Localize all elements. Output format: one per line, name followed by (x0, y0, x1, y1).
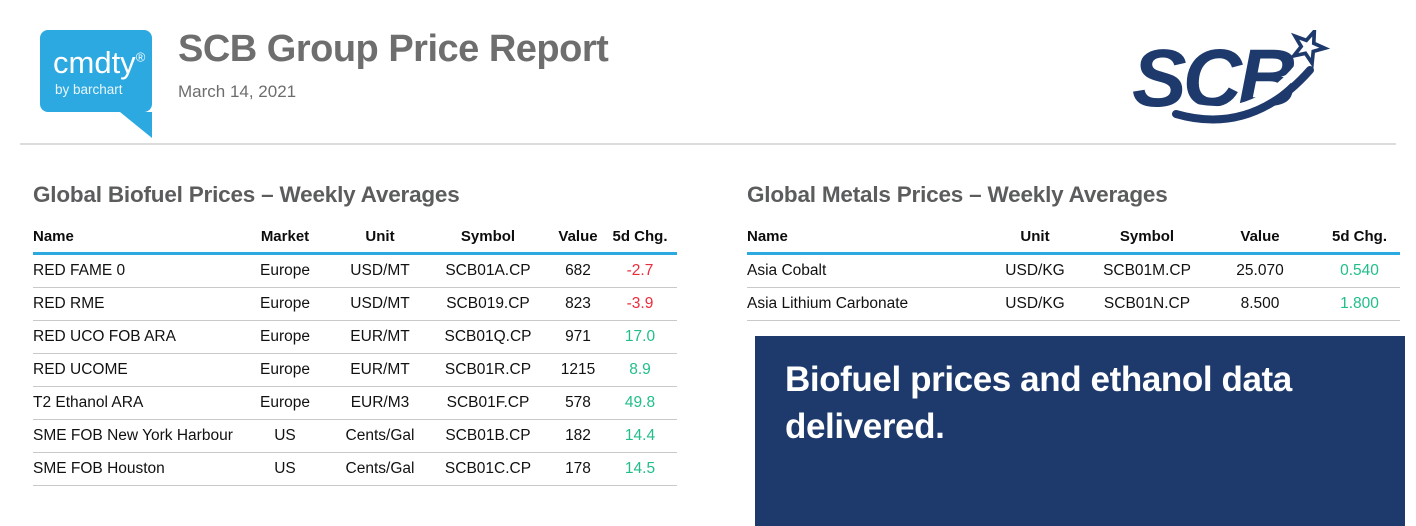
cell-unit: USD/MT (337, 287, 423, 321)
column-header: Value (553, 223, 603, 255)
cell-unit: USD/KG (977, 253, 1093, 288)
cell-unit: Cents/Gal (337, 452, 423, 486)
column-header: Market (233, 223, 337, 255)
cell-value: 823 (553, 287, 603, 321)
cell-unit: USD/KG (977, 287, 1093, 321)
report-header: SCB Group Price Report March 14, 2021 (178, 28, 609, 102)
promo-banner-text: Biofuel prices and ethanol data delivere… (785, 360, 1292, 446)
metals-table: Name Unit Symbol Value 5d Chg. Asia Cobalt US… (747, 223, 1400, 321)
cell-chg: 49.8 (603, 386, 677, 420)
cell-market: US (233, 452, 337, 486)
cell-unit: EUR/MT (337, 353, 423, 387)
column-header: Unit (977, 223, 1093, 255)
cell-value: 682 (553, 253, 603, 288)
cell-symbol: SCB01A.CP (423, 253, 553, 288)
cell-unit: Cents/Gal (337, 419, 423, 453)
cell-name: SME FOB Houston (33, 452, 233, 486)
cell-chg: 14.4 (603, 419, 677, 453)
cell-value: 178 (553, 452, 603, 486)
report-date: March 14, 2021 (178, 82, 297, 101)
cell-unit: EUR/M3 (337, 386, 423, 420)
cell-symbol: SCB01F.CP (423, 386, 553, 420)
cell-unit: USD/MT (337, 253, 423, 288)
cmdty-logo-tagline: by barchart (55, 82, 123, 97)
biofuel-section: Global Biofuel Prices – Weekly Averages … (33, 182, 677, 486)
cell-chg: -2.7 (603, 253, 677, 288)
metals-section: Global Metals Prices – Weekly Averages N… (747, 182, 1405, 526)
cell-market: Europe (233, 287, 337, 321)
header-divider (20, 143, 1396, 145)
cell-name: RED RME (33, 287, 233, 321)
cell-symbol: SCB01Q.CP (423, 320, 553, 354)
table-row: RED UCOME Europe EUR/MT SCB01R.CP 1215 8.9 (33, 353, 677, 387)
cell-chg: 14.5 (603, 452, 677, 486)
cell-symbol: SCB01N.CP (1093, 287, 1201, 321)
column-header: Name (33, 223, 233, 255)
column-header: Unit (337, 223, 423, 255)
cell-chg: 1.800 (1319, 287, 1400, 321)
cell-chg: -3.9 (603, 287, 677, 321)
table-header-row: Name Market Unit Symbol Value 5d Chg. (33, 223, 677, 255)
column-header: Name (747, 223, 977, 255)
cell-symbol: SCB019.CP (423, 287, 553, 321)
cell-chg: 8.9 (603, 353, 677, 387)
cell-market: Europe (233, 386, 337, 420)
column-header: 5d Chg. (603, 223, 677, 255)
cell-market: Europe (233, 253, 337, 288)
column-header: Symbol (423, 223, 553, 255)
table-row: Asia Cobalt USD/KG SCB01M.CP 25.070 0.540 (747, 253, 1400, 288)
cmdty-logo-wordmark: cmdty® (40, 30, 152, 81)
biofuel-section-title: Global Biofuel Prices – Weekly Averages (33, 182, 460, 207)
cell-market: Europe (233, 320, 337, 354)
scb-logo-swoosh-gap (1178, 63, 1304, 116)
cmdty-logo: cmdty® by barchart (40, 30, 152, 138)
table-header-row: Name Unit Symbol Value 5d Chg. (747, 223, 1400, 255)
cell-name: RED UCO FOB ARA (33, 320, 233, 354)
table-row: RED FAME 0 Europe USD/MT SCB01A.CP 682 -2.7 (33, 253, 677, 288)
cell-name: Asia Cobalt (747, 253, 977, 288)
page: cmdty® by barchart SCB Group Price Repor… (20, 28, 1405, 526)
scb-logo-star-icon (1289, 30, 1331, 69)
cell-name: Asia Lithium Carbonate (747, 287, 977, 321)
cell-market: US (233, 419, 337, 453)
cell-name: RED FAME 0 (33, 253, 233, 288)
promo-banner[interactable]: Biofuel prices and ethanol data delivere… (755, 336, 1405, 526)
cell-value: 182 (553, 419, 603, 453)
column-header: Symbol (1093, 223, 1201, 255)
cell-symbol: SCB01B.CP (423, 419, 553, 453)
cell-value: 1215 (553, 353, 603, 387)
cell-value: 25.070 (1201, 253, 1319, 288)
cell-symbol: SCB01C.CP (423, 452, 553, 486)
cell-chg: 17.0 (603, 320, 677, 354)
scb-logo-swoosh (1172, 66, 1314, 124)
cell-name: RED UCOME (33, 353, 233, 387)
cell-value: 971 (553, 320, 603, 354)
cell-chg: 0.540 (1319, 253, 1400, 288)
table-row: SME FOB New York Harbour US Cents/Gal SCB01… (33, 419, 677, 453)
table-row: T2 Ethanol ARA Europe EUR/M3 SCB01F.CP 578 49… (33, 386, 677, 420)
report-title: SCB Group Price Report (178, 28, 609, 70)
table-row: RED RME Europe USD/MT SCB019.CP 823 -3.9 (33, 287, 677, 321)
column-header: 5d Chg. (1319, 223, 1400, 255)
table-row: RED UCO FOB ARA Europe EUR/MT SCB01Q.CP 971 1… (33, 320, 677, 354)
cell-value: 8.500 (1201, 287, 1319, 321)
cell-name: SME FOB New York Harbour (33, 419, 233, 453)
column-header: Value (1201, 223, 1319, 255)
scb-logo: SCB (1132, 30, 1331, 124)
table-row: Asia Lithium Carbonate USD/KG SCB01N.CP 8.5… (747, 287, 1400, 321)
cell-symbol: SCB01R.CP (423, 353, 553, 387)
registered-mark: ® (135, 49, 146, 65)
cmdty-logo-text: cmdty (53, 45, 136, 80)
metals-section-title: Global Metals Prices – Weekly Averages (747, 182, 1168, 207)
cell-name: T2 Ethanol ARA (33, 386, 233, 420)
cell-symbol: SCB01M.CP (1093, 253, 1201, 288)
cell-unit: EUR/MT (337, 320, 423, 354)
biofuel-table: Name Market Unit Symbol Value 5d Chg. RED FAM… (33, 223, 677, 486)
cell-market: Europe (233, 353, 337, 387)
cell-value: 578 (553, 386, 603, 420)
table-row: SME FOB Houston US Cents/Gal SCB01C.CP 178 14… (33, 452, 677, 486)
